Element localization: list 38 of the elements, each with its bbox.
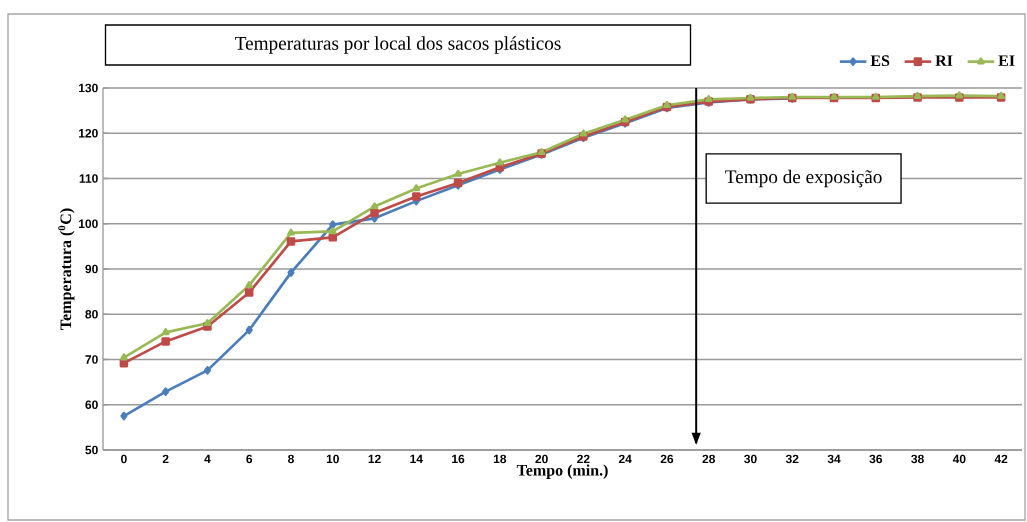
x-tick-label: 26	[660, 454, 674, 464]
y-tick-label: 130	[79, 83, 98, 93]
x-tick-label: 22	[577, 454, 590, 464]
chart-title: Temperaturas por local dos sacos plásticos	[235, 36, 561, 54]
legend-label: ES	[870, 55, 890, 67]
y-tick-label: 120	[79, 129, 98, 138]
x-tick-label: 0	[121, 454, 127, 464]
y-tick-label: 90	[85, 264, 98, 274]
x-tick-label: 28	[702, 454, 716, 464]
x-tick-label: 40	[952, 454, 966, 464]
x-tick-label: 2	[162, 454, 169, 464]
x-tick-label: 30	[744, 454, 757, 464]
y-tick-label: 50	[85, 445, 98, 455]
y-tick-label: 100	[79, 219, 98, 229]
x-tick-label: 18	[493, 454, 507, 464]
x-tick-label: 42	[994, 454, 1008, 464]
legend-label: RI	[935, 55, 953, 66]
y-tick-label: 70	[85, 355, 98, 364]
x-tick-label: 32	[785, 454, 799, 464]
x-tick-label: 10	[326, 454, 339, 464]
y-tick-label: 110	[79, 174, 98, 183]
ref-line-label: Tempo de exposição	[725, 169, 882, 188]
x-tick-label: 34	[827, 454, 841, 464]
x-tick-label: 20	[535, 454, 548, 464]
x-tick-label: 38	[911, 454, 924, 464]
x-tick-label: 12	[368, 454, 381, 464]
y-tick-label: 60	[85, 400, 98, 410]
y-axis-title: Temperatura ($^{0}$C)	[58, 208, 75, 330]
y-tick-label: 80	[85, 310, 98, 319]
x-tick-label: 24	[618, 454, 632, 464]
x-tick-label: 36	[869, 454, 883, 464]
x-tick-label: 16	[452, 454, 465, 464]
legend-label: EI	[998, 55, 1015, 66]
x-tick-label: 14	[410, 454, 423, 463]
x-tick-label: 4	[204, 454, 211, 463]
x-tick-label: 8	[288, 454, 294, 464]
x-axis-title: Tempo (min.)	[516, 464, 608, 479]
x-tick-label: 6	[246, 454, 253, 464]
